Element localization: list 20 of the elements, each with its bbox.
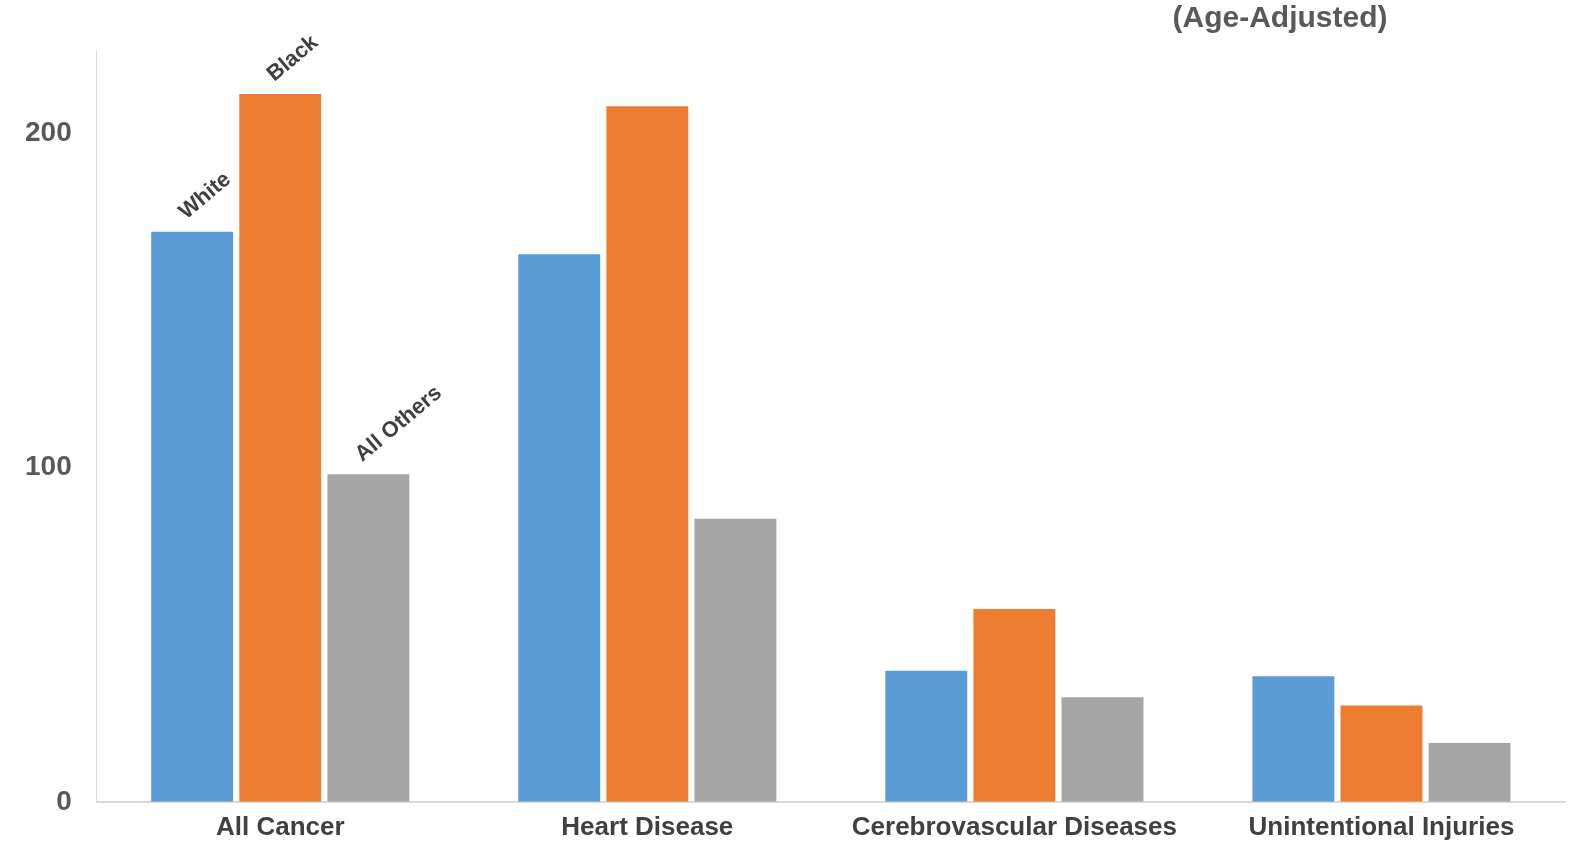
bar	[1252, 676, 1335, 802]
y-tick-label: 100	[25, 450, 72, 482]
bar	[151, 231, 234, 802]
x-tick-label: All Cancer	[215, 810, 345, 841]
y-tick-label: 0	[56, 784, 72, 816]
bar	[1340, 705, 1423, 802]
bar	[239, 94, 322, 802]
y-tick-label: 200	[25, 116, 72, 148]
x-tick-label: Unintentional Injuries	[1248, 810, 1515, 841]
x-tick-label: Heart Disease	[561, 810, 734, 841]
bar	[973, 609, 1056, 802]
bar	[1428, 742, 1511, 802]
chart-title: (Age-Adjusted)	[1171, 0, 1389, 34]
bar	[1061, 697, 1144, 802]
bar	[606, 106, 689, 802]
x-tick-label: Cerebrovascular Diseases	[851, 810, 1177, 841]
bar	[518, 254, 601, 802]
bar	[694, 518, 777, 802]
bar	[885, 670, 968, 802]
bar	[327, 474, 410, 802]
